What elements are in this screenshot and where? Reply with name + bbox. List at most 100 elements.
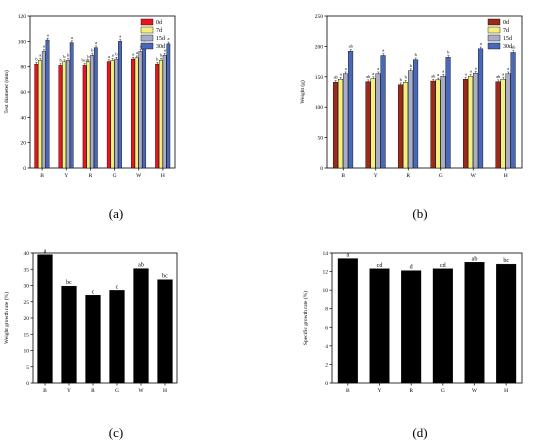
- data-label: a: [108, 54, 110, 59]
- data-label: a: [47, 32, 49, 37]
- data-label: b: [60, 58, 63, 63]
- bar-30d-B: [348, 51, 354, 169]
- y-tick-label: 2: [325, 362, 328, 368]
- legend-swatch-7d: [487, 26, 501, 34]
- y-tick-label: 15: [24, 332, 30, 338]
- bar-value-Y: [61, 285, 77, 384]
- data-label: a: [164, 47, 166, 52]
- x-tick-label: W: [472, 388, 478, 394]
- bar-30d-B: [45, 39, 50, 169]
- plot-frame: [29, 15, 176, 169]
- y-tick-label: 0: [325, 381, 328, 387]
- data-label: b: [160, 53, 163, 58]
- y-tick-label: 100: [18, 39, 27, 45]
- bar-7d-H: [500, 79, 506, 169]
- bar-value-W: [133, 268, 149, 384]
- bar-15d-Y: [66, 60, 70, 169]
- x-tick-label: B: [40, 173, 44, 179]
- x-tick-label: B: [43, 388, 47, 394]
- bar-7d-H: [158, 60, 163, 169]
- bar-0d-H: [495, 81, 501, 169]
- x-tick-label: B: [341, 173, 345, 179]
- bar-15d-B: [343, 73, 349, 169]
- x-tick-label: W: [138, 388, 144, 394]
- x-tick-label: R: [89, 173, 93, 179]
- data-label: a: [346, 253, 349, 259]
- bar-15d-Y: [375, 73, 381, 169]
- bar-7d-R: [403, 82, 409, 169]
- data-label: a: [480, 41, 482, 46]
- y-tick-label: 6: [325, 325, 328, 331]
- x-tick-label: G: [439, 173, 443, 179]
- y-tick-label: 250: [315, 14, 324, 20]
- legend-label-30d: 30d: [503, 44, 512, 50]
- data-label: a: [372, 71, 374, 76]
- y-tick-label: 14: [323, 251, 329, 257]
- x-tick-label: W: [136, 173, 142, 179]
- legend-swatch-15d: [140, 34, 154, 42]
- y-tick-label: 0: [320, 166, 323, 172]
- x-tick-label: H: [161, 173, 165, 179]
- data-label: a: [475, 65, 477, 70]
- data-label: a: [377, 66, 379, 71]
- bar-30d-W: [478, 48, 484, 169]
- y-tick-label: 20: [24, 316, 30, 322]
- x-tick-label: G: [115, 388, 119, 394]
- bar-7d-W: [468, 75, 474, 169]
- legend-label-7d: 7d: [156, 28, 162, 34]
- bar-0d-W: [131, 58, 135, 169]
- data-label: b: [87, 54, 90, 59]
- bar-30d-Y: [69, 42, 74, 169]
- bar-15d-H: [505, 73, 511, 169]
- bar-value-R: [85, 295, 101, 384]
- data-label: a: [437, 72, 439, 77]
- bar-0d-R: [82, 65, 87, 169]
- bar-0d-Y: [365, 81, 371, 169]
- data-label: ab: [511, 45, 516, 50]
- bar-15d-W: [138, 51, 143, 169]
- data-label: d: [410, 265, 413, 271]
- data-label: b: [415, 52, 418, 57]
- data-label: a: [132, 51, 134, 56]
- bar-30d-R: [93, 47, 98, 169]
- y-axis-label: Weight (g): [299, 80, 306, 104]
- y-axis-label: Specific growth rate (%): [302, 291, 309, 345]
- x-tick-label: W: [471, 173, 477, 179]
- data-label: b: [447, 50, 450, 55]
- panel-caption: (b): [412, 206, 427, 221]
- x-tick-label: Y: [378, 388, 382, 394]
- x-tick-label: H: [163, 388, 167, 394]
- bar-30d-H: [166, 43, 171, 169]
- data-label: a: [43, 44, 45, 49]
- data-label: a: [44, 249, 47, 255]
- bar-7d-Y: [62, 61, 67, 169]
- data-label: a: [119, 34, 121, 39]
- data-label: b: [156, 56, 159, 61]
- bar-value-H: [496, 263, 517, 384]
- x-tick-label: Y: [374, 173, 378, 179]
- bar-15d-B: [41, 51, 46, 169]
- bar-15d-G: [114, 58, 119, 169]
- bar-7d-B: [38, 60, 42, 169]
- bar-value-G: [109, 290, 125, 384]
- data-label: c: [92, 289, 95, 295]
- legend-swatch-30d: [140, 42, 154, 50]
- bar-value-G: [432, 268, 453, 384]
- x-tick-label: H: [504, 388, 508, 394]
- plot-frame: [331, 252, 523, 384]
- y-tick-label: 60: [21, 90, 27, 96]
- bar-30d-G: [445, 57, 451, 169]
- data-label: a: [39, 53, 41, 58]
- y-axis-label: Test diameter (mm): [3, 70, 10, 113]
- data-label: ab: [349, 43, 354, 48]
- bar-7d-R: [86, 61, 91, 169]
- data-label: ab: [431, 73, 436, 78]
- y-tick-label: 8: [325, 307, 328, 313]
- bar-7d-W: [134, 57, 139, 169]
- legend-label-30d: 30d: [156, 44, 165, 50]
- bar-0d-G: [430, 80, 436, 169]
- y-tick-label: 40: [21, 115, 27, 121]
- x-tick-label: G: [113, 173, 117, 179]
- x-tick-label: R: [406, 173, 410, 179]
